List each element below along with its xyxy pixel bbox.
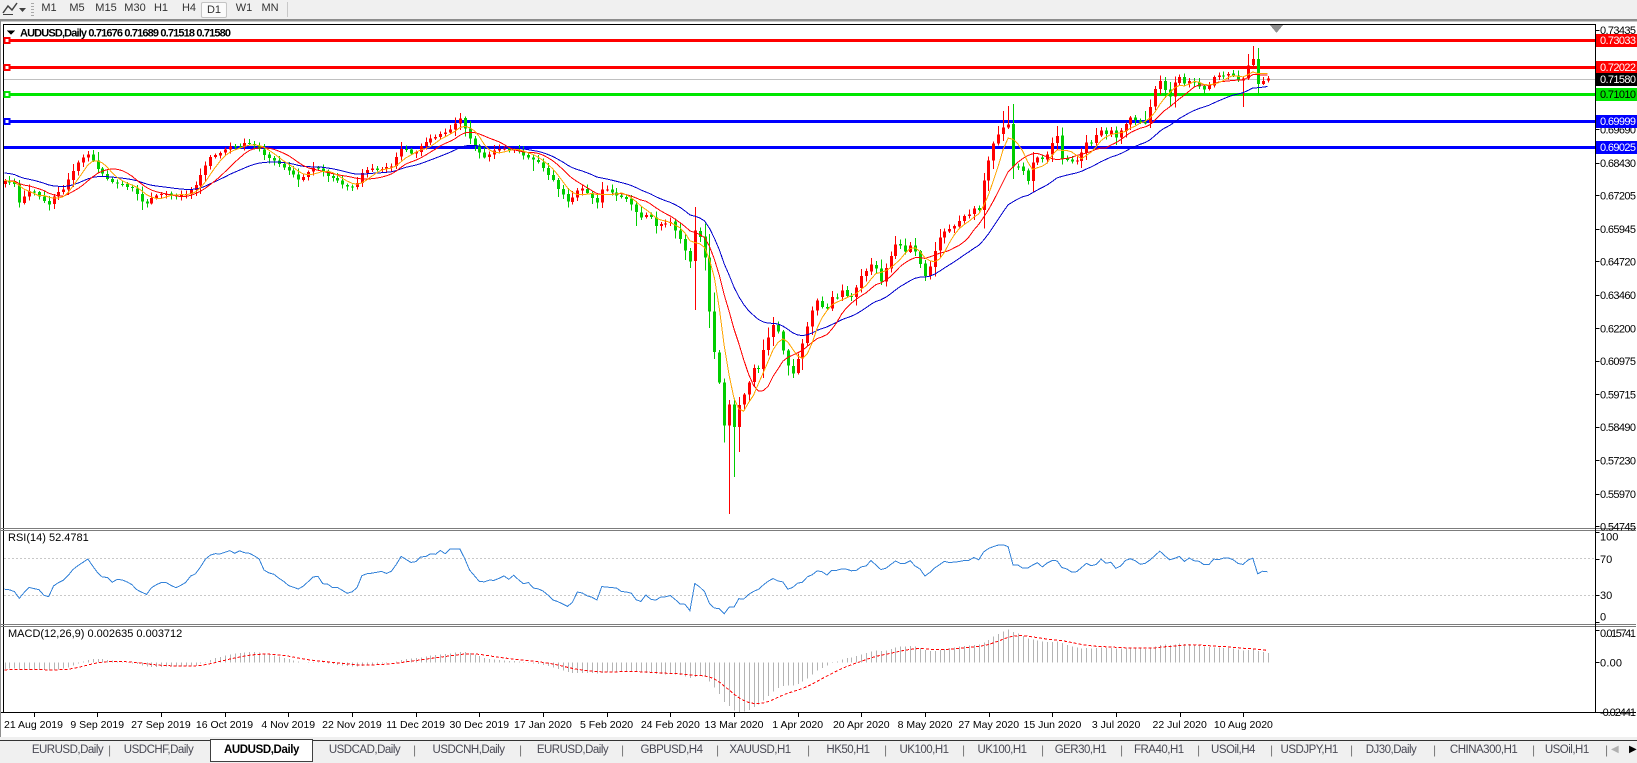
- svg-text:0.64720: 0.64720: [1600, 256, 1636, 268]
- svg-text:0.015741: 0.015741: [1600, 628, 1636, 640]
- svg-text:16 Oct 2019: 16 Oct 2019: [196, 719, 253, 731]
- svg-text:3 Jul 2020: 3 Jul 2020: [1092, 719, 1141, 731]
- svg-text:0.54745: 0.54745: [1600, 521, 1636, 533]
- svg-text:MACD(12,26,9) 0.002635 0.00371: MACD(12,26,9) 0.002635 0.003712: [8, 628, 182, 640]
- svg-text:0.73435: 0.73435: [1600, 25, 1636, 37]
- svg-text:11 Dec 2019: 11 Dec 2019: [386, 719, 445, 731]
- svg-text:0.71580: 0.71580: [1600, 74, 1636, 86]
- svg-text:0.57230: 0.57230: [1600, 455, 1636, 467]
- svg-text:100: 100: [1600, 532, 1618, 544]
- svg-text:1 Apr 2020: 1 Apr 2020: [772, 719, 823, 731]
- svg-text:0.62200: 0.62200: [1600, 323, 1636, 335]
- svg-text:70: 70: [1600, 554, 1612, 566]
- svg-text:0.72022: 0.72022: [1600, 62, 1636, 74]
- svg-text:0.69025: 0.69025: [1600, 142, 1636, 154]
- svg-text:5 Feb 2020: 5 Feb 2020: [580, 719, 633, 731]
- svg-text:27 Sep 2019: 27 Sep 2019: [131, 719, 191, 731]
- svg-text:0.58490: 0.58490: [1600, 422, 1636, 434]
- svg-text:0.69999: 0.69999: [1600, 116, 1636, 128]
- svg-text:27 May 2020: 27 May 2020: [958, 719, 1019, 731]
- svg-text:0.71010: 0.71010: [1600, 89, 1636, 101]
- svg-text:0: 0: [1600, 612, 1606, 624]
- svg-text:0.55970: 0.55970: [1600, 489, 1636, 501]
- svg-text:10 Aug 2020: 10 Aug 2020: [1214, 719, 1273, 731]
- svg-text:20 Apr 2020: 20 Apr 2020: [833, 719, 890, 731]
- svg-text:8 May 2020: 8 May 2020: [898, 719, 953, 731]
- svg-text:30 Dec 2019: 30 Dec 2019: [450, 719, 510, 731]
- svg-text:0.68430: 0.68430: [1600, 158, 1636, 170]
- svg-text:0.00: 0.00: [1600, 657, 1622, 669]
- svg-text:15 Jun 2020: 15 Jun 2020: [1023, 719, 1081, 731]
- svg-text:AUDUSD,Daily 0.71676 0.71689: AUDUSD,Daily 0.71676 0.71689 0.71518 0.7…: [20, 28, 231, 40]
- svg-text:0.59715: 0.59715: [1600, 389, 1636, 401]
- svg-text:4 Nov 2019: 4 Nov 2019: [261, 719, 315, 731]
- svg-text:0.65945: 0.65945: [1600, 224, 1636, 236]
- svg-text:0.73033: 0.73033: [1600, 35, 1636, 47]
- svg-text:30: 30: [1600, 590, 1612, 602]
- svg-text:0.60975: 0.60975: [1600, 356, 1636, 368]
- svg-text:13 Mar 2020: 13 Mar 2020: [705, 719, 764, 731]
- svg-text:0.67205: 0.67205: [1600, 190, 1636, 202]
- svg-text:-0.02441: -0.02441: [1600, 707, 1636, 719]
- svg-text:22 Jul 2020: 22 Jul 2020: [1153, 719, 1207, 731]
- svg-text:9 Sep 2019: 9 Sep 2019: [70, 719, 124, 731]
- svg-text:RSI(14) 52.4781: RSI(14) 52.4781: [8, 532, 89, 544]
- svg-text:24 Feb 2020: 24 Feb 2020: [641, 719, 700, 731]
- svg-text:0.63460: 0.63460: [1600, 290, 1636, 302]
- svg-text:17 Jan 2020: 17 Jan 2020: [514, 719, 572, 731]
- svg-text:21 Aug 2019: 21 Aug 2019: [4, 719, 63, 731]
- svg-text:22 Nov 2019: 22 Nov 2019: [322, 719, 382, 731]
